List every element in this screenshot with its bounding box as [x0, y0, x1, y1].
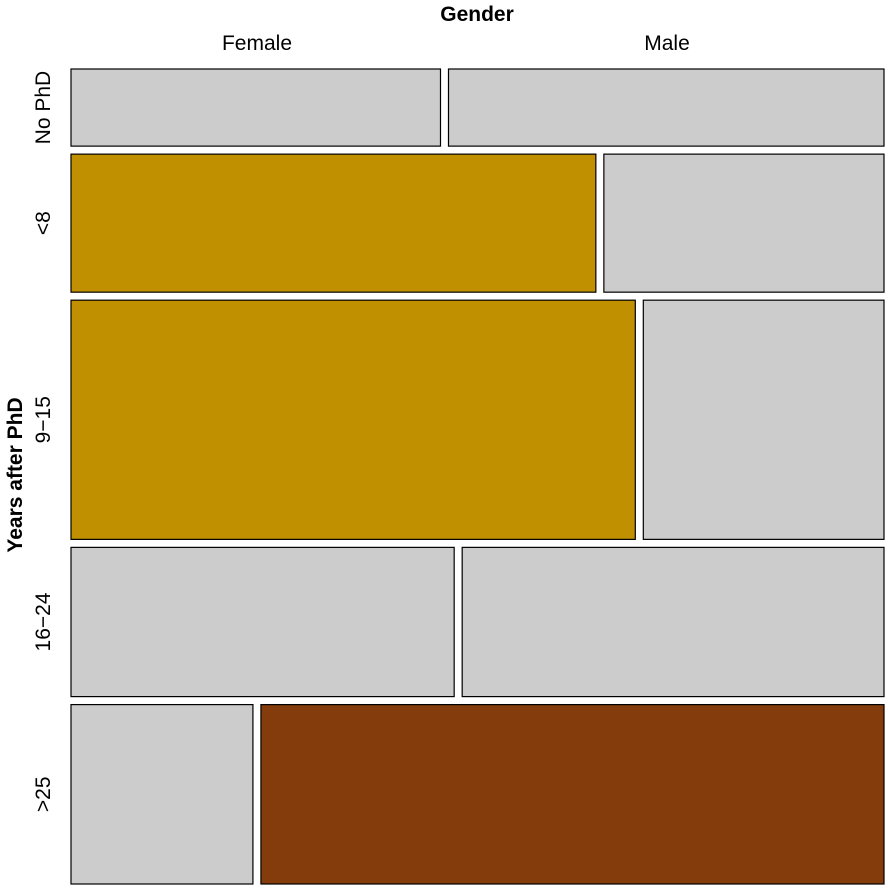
x-level-label-male: Male [644, 32, 690, 55]
tile-16-24-female [70, 546, 455, 698]
tile-25-female [70, 703, 254, 885]
y-level-label-9-15: 9−15 [32, 396, 55, 443]
y-level-label-8: <8 [32, 211, 55, 235]
mosaic-tiles [70, 68, 885, 885]
tile-8-male [603, 153, 885, 293]
tile-no-phd-female [70, 68, 442, 147]
y-level-label-no-phd: No PhD [32, 71, 55, 145]
y-level-label-16-24: 16−24 [32, 592, 55, 651]
tile-16-24-male [461, 546, 885, 698]
y-axis-title: Years after PhD [4, 397, 27, 552]
x-level-label-female: Female [222, 32, 292, 55]
tile-no-phd-male [447, 68, 885, 147]
y-level-label-25: >25 [32, 776, 55, 812]
tile-8-female [70, 153, 597, 293]
tile-9-15-male [642, 299, 885, 540]
y-level-labels: No PhD <8 9−15 16−24 >25 [32, 71, 55, 812]
tile-9-15-female [70, 299, 636, 540]
tile-25-male [260, 703, 885, 885]
x-axis-title: Gender [440, 3, 514, 26]
